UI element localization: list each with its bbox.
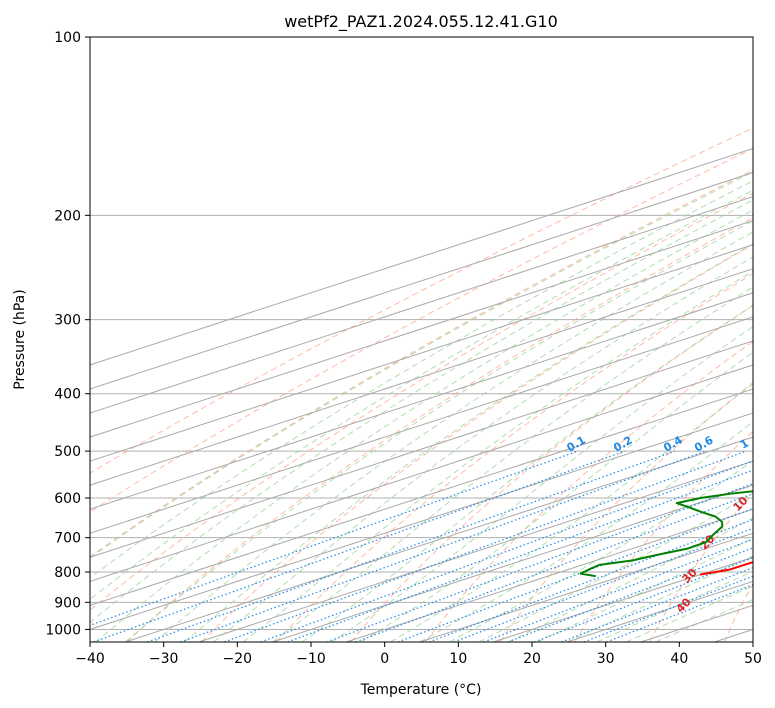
moist-adiabat xyxy=(242,270,753,642)
x-axis-title: Temperature (°C) xyxy=(360,682,482,698)
moist-adiabat xyxy=(154,231,753,642)
isotherm xyxy=(90,244,753,462)
y-tick-label: 900 xyxy=(54,595,81,611)
skewed-isotherms xyxy=(90,147,753,642)
moist-adiabat xyxy=(625,585,753,642)
moist-adiabats xyxy=(90,171,753,642)
moist-adiabat xyxy=(655,598,753,642)
mixing-ratio-lines xyxy=(90,450,753,642)
mixing-ratio-line xyxy=(561,567,753,642)
x-tick-label: 10 xyxy=(449,651,467,667)
dry-adiabat xyxy=(126,217,753,642)
x-axis-ticks: −40 −30 −20 −10 0 10 20 30 40 50 xyxy=(75,642,762,667)
moist-adiabat xyxy=(90,180,753,579)
moist-adiabat xyxy=(90,171,753,559)
moist-adiabat xyxy=(419,421,753,642)
x-tick-label: −30 xyxy=(149,651,179,667)
moist-adiabat xyxy=(567,555,753,642)
isotherm xyxy=(90,196,753,414)
y-tick-label: 200 xyxy=(54,208,81,224)
x-tick-label: −10 xyxy=(296,651,326,667)
isotherm xyxy=(90,172,753,390)
isotherm xyxy=(90,268,753,486)
x-tick-label: 40 xyxy=(670,651,688,667)
sounding-profiles xyxy=(579,490,753,578)
isotherm xyxy=(90,147,753,366)
mixing-ratio-line xyxy=(583,575,753,642)
isotherm xyxy=(198,460,753,642)
y-tick-label: 400 xyxy=(54,387,81,403)
dry-adiabat xyxy=(90,147,753,513)
y-tick-label: 700 xyxy=(54,531,81,547)
moist-adiabat xyxy=(508,517,753,642)
isotherm xyxy=(419,532,753,642)
mixing-ratio-line xyxy=(180,450,706,642)
mixing-ratio-line xyxy=(224,450,747,642)
y-tick-label: 500 xyxy=(54,444,81,460)
moist-adiabat xyxy=(478,492,753,642)
x-tick-label: 30 xyxy=(597,651,615,667)
dry-adiabat xyxy=(201,243,753,642)
y-tick-label: 300 xyxy=(54,313,81,329)
y-tick-label: 600 xyxy=(54,491,81,507)
isotherm xyxy=(272,484,753,642)
moist-adiabat xyxy=(301,304,753,642)
x-tick-label: −40 xyxy=(75,651,105,667)
mixing-ratio-line xyxy=(93,450,625,642)
chart-title: wetPf2_PAZ1.2024.055.12.41.G10 xyxy=(284,12,558,32)
mixing-ratio-line xyxy=(534,556,753,642)
x-tick-label: 20 xyxy=(523,651,541,667)
moist-adiabat xyxy=(124,220,753,642)
y-tick-label: 100 xyxy=(54,30,81,46)
isotherm xyxy=(90,220,753,438)
mixing-ratio-line xyxy=(507,547,753,642)
moist-adiabat xyxy=(331,325,753,642)
x-tick-label: 0 xyxy=(380,651,389,667)
dry-adiabat xyxy=(90,169,753,558)
isotherm xyxy=(125,436,753,642)
mixing-ratio-line xyxy=(606,584,753,642)
dewpoint-profile xyxy=(579,490,753,578)
moist-adiabat xyxy=(390,383,753,642)
dry-adiabat xyxy=(499,381,753,642)
isotherm xyxy=(90,388,753,606)
moist-adiabat xyxy=(95,209,753,642)
isotherm xyxy=(90,340,753,558)
isotherm xyxy=(90,364,753,582)
y-tick-label: 800 xyxy=(54,565,81,581)
x-tick-label: 50 xyxy=(744,651,762,667)
isotherm xyxy=(90,412,753,630)
mixing-ratio-line xyxy=(287,469,753,642)
isotherm xyxy=(90,316,753,534)
isotherm xyxy=(346,508,753,642)
x-tick-label: −20 xyxy=(223,651,253,667)
mixing-ratio-line xyxy=(147,450,675,642)
moist-adiabat xyxy=(596,570,753,642)
y-tick-label: 1000 xyxy=(45,622,81,638)
dry-adiabat xyxy=(90,127,753,474)
dry-adiabat xyxy=(350,304,753,642)
y-axis-title: Pressure (hPa) xyxy=(12,289,28,389)
y-axis-ticks: 100 200 300 400 500 600 700 800 900 1000 xyxy=(45,30,90,638)
dry-adiabat xyxy=(90,192,753,611)
mixing-ratio-line xyxy=(428,518,753,642)
moist-adiabat xyxy=(90,189,753,600)
moist-adiabat xyxy=(183,243,753,642)
plot-frame xyxy=(89,36,754,643)
plot-area: 0.10.20.40.611.52346810131620253036-100-… xyxy=(90,37,753,642)
isotherm xyxy=(90,292,753,510)
pressure-gridlines xyxy=(90,37,753,630)
